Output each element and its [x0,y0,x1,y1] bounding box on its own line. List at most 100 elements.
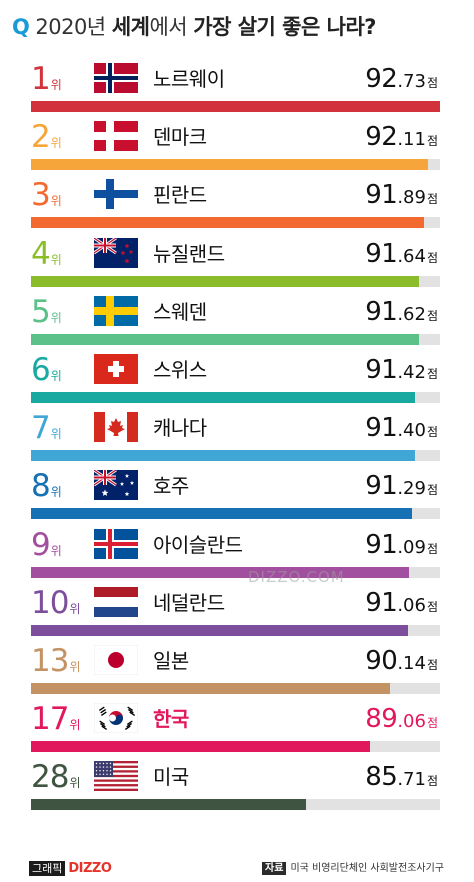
chart-row: 7위 캐나다 91.40점 [0,406,474,462]
score-unit: 점 [426,76,438,90]
bar [31,508,413,520]
switzerland-flag [94,354,138,384]
bar-track [31,799,440,811]
score-label: 89.06점 [365,703,438,739]
brand-name: DIZZO [68,861,112,876]
score-label: 91.64점 [365,238,438,274]
score-int: 92 [365,122,398,153]
score-int: 85 [365,762,398,793]
score-label: 90.14점 [365,645,438,681]
score-int: 91 [365,180,398,211]
score-unit: 점 [426,541,438,556]
rank-number: 5 [31,293,51,330]
bar [31,275,420,287]
score-label: 92.11점 [365,121,438,157]
rank-unit: 위 [69,660,81,674]
rank-label: 1위 [31,59,62,105]
score-dec: .29 [397,478,426,500]
score-unit: 점 [426,658,438,672]
rank-label: 10위 [31,583,81,629]
bar-track [31,508,440,520]
score-unit: 점 [426,774,438,789]
score-int: 91 [365,296,398,327]
rank-label: 9위 [31,525,62,571]
score-label: 91.29점 [365,470,438,506]
bar [31,217,424,229]
rank-label: 2위 [31,117,62,163]
score-label: 91.42점 [365,354,438,390]
score-int: 91 [365,529,398,560]
country-name: 스위스 [153,358,207,382]
finland-flag [94,179,138,210]
source-credit: 자료 미국 비영리단체인 사회발전조사기구 [262,860,444,878]
bar-track [31,683,440,694]
rank-number: 10 [31,584,69,621]
bar [31,392,415,403]
bar-track [31,566,440,578]
score-dec: .14 [397,653,426,674]
score-dec: .64 [397,245,426,267]
score-int: 91 [365,355,398,385]
canada-flag [94,412,138,443]
chart-row: 1위 노르웨이 92.73점 [0,57,474,113]
rank-number: 2 [31,119,51,156]
score-label: 91.09점 [365,529,438,565]
chart-row: 8위 호주 91.29점 [0,464,474,520]
bar-track [31,392,440,403]
country-name: 일본 [153,649,189,673]
score-int: 91 [365,238,398,269]
rank-number: 17 [31,701,69,738]
watermark: DIZZO.COM [248,568,345,586]
rank-number: 6 [31,352,51,388]
score-int: 89 [365,704,398,735]
rank-label: 4위 [31,234,62,280]
score-unit: 점 [426,367,438,381]
rank-unit: 위 [69,601,81,616]
korea-flag [94,703,138,734]
denmark-flag [94,121,138,152]
bar [31,101,440,112]
title-question: 가장 살기 좋은 나라? [193,15,376,39]
country-name: 아이슬란드 [153,532,243,557]
country-name: 캐나다 [153,416,207,441]
rank-unit: 위 [69,718,81,733]
country-name: 미국 [153,765,189,790]
score-dec: .71 [397,769,426,791]
chart-row: 3위 핀란드 91.89점 [0,173,474,229]
score-label: 91.06점 [365,587,438,623]
rank-number: 8 [31,468,51,505]
bar [31,799,306,811]
chart-row: 13위 일본 90.14점 [0,639,474,695]
bar-track [31,275,440,287]
rank-unit: 위 [69,776,81,791]
score-int: 90 [365,646,398,676]
country-name: 핀란드 [153,183,207,208]
norway-flag [94,63,138,93]
sweden-flag [94,295,138,326]
rank-unit: 위 [50,369,62,383]
japan-flag [94,645,138,675]
footer: 그래픽 DIZZO 자료 미국 비영리단체인 사회발전조사기구 [0,856,474,882]
bar [31,566,409,578]
rank-unit: 위 [50,252,62,267]
bar [31,333,419,345]
q-mark: Q [12,15,30,39]
chart-row: 10위 네덜란드 91.06점 [0,581,474,637]
bar-track [31,101,440,112]
rank-unit: 위 [50,427,62,442]
rank-label: 3위 [31,175,62,221]
country-name: 스웨덴 [153,299,207,324]
iceland-flag [94,528,138,559]
title-year: 2020년 [35,15,112,39]
chart-row: 17위 한국 89.06점 [0,697,474,753]
rank-number: 4 [31,235,51,272]
country-name: 노르웨이 [153,67,225,91]
rank-unit: 위 [50,136,62,151]
rank-number: 9 [31,526,51,563]
title-world: 세계 [111,15,150,39]
score-unit: 점 [426,134,438,149]
rank-number: 3 [31,177,51,214]
score-unit: 점 [426,599,438,614]
chart-row: 4위 뉴질랜드 91.64점 [0,232,474,288]
rank-unit: 위 [50,485,62,500]
